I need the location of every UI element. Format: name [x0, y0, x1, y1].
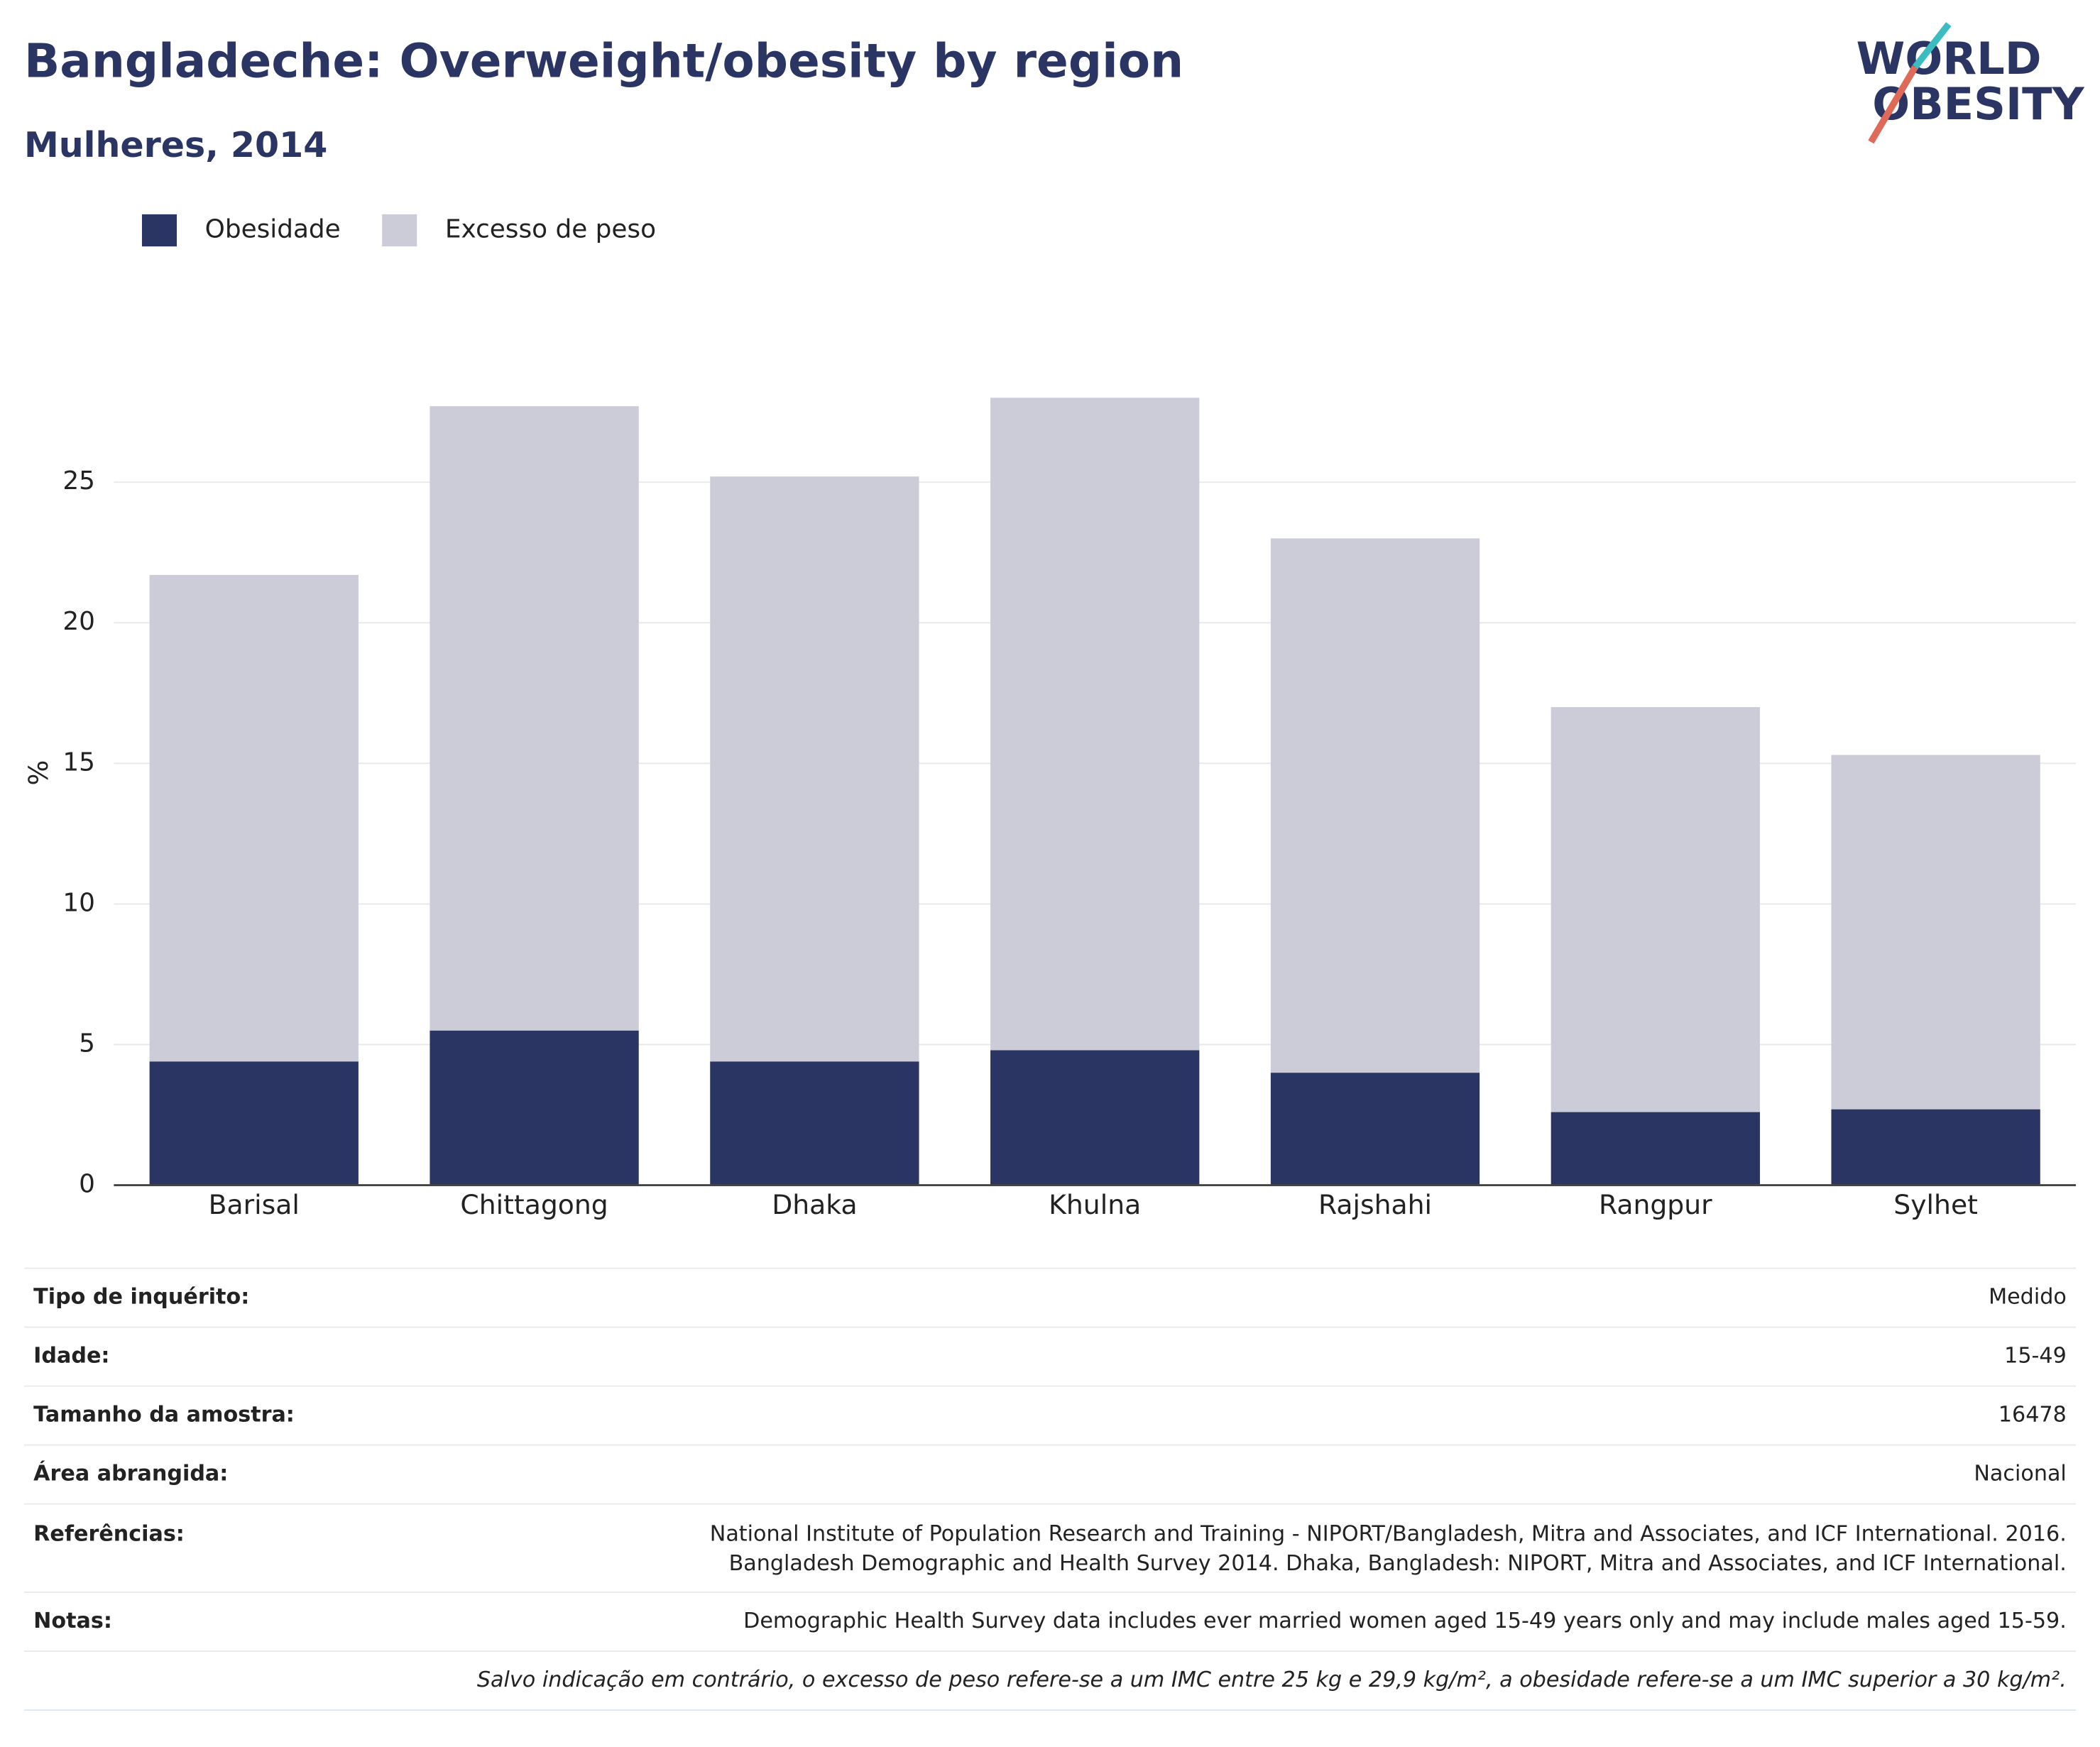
logo: WORLD OBESITY: [1856, 22, 2085, 144]
bar: [1270, 1073, 1480, 1185]
row-label: Idade:: [33, 1344, 109, 1369]
row-label: Referências:: [33, 1521, 185, 1546]
x-tick-label: Chittagong: [460, 1189, 608, 1220]
bar: [1831, 1109, 2040, 1185]
legend-label: Excesso de peso: [445, 215, 656, 244]
bar: [430, 1030, 639, 1185]
y-tick-label: 20: [62, 607, 95, 636]
y-tick-label: 5: [79, 1029, 95, 1058]
row-value: Nacional: [1974, 1462, 2067, 1486]
bar: [149, 1061, 359, 1185]
x-tick-label: Rajshahi: [1318, 1189, 1432, 1220]
bar: [990, 1050, 1200, 1185]
x-tick-label: Rangpur: [1599, 1189, 1712, 1220]
x-tick-label: Dhaka: [772, 1189, 857, 1220]
bar: [710, 1061, 919, 1185]
x-tick-label: Sylhet: [1893, 1189, 1978, 1220]
chart-subtitle: Mulheres, 2014: [24, 124, 327, 165]
row-label: Área abrangida:: [33, 1461, 228, 1486]
logo-slash: [1868, 65, 1918, 144]
row-label: Tamanho da amostra:: [33, 1403, 295, 1428]
y-tick-label: 0: [79, 1170, 95, 1199]
chart-title: Bangladeche: Overweight/obesity by regio…: [24, 34, 1183, 89]
row-value: 15-49: [2004, 1344, 2067, 1369]
logo-text: WORLD: [1856, 33, 2042, 84]
bar: [1270, 538, 1480, 1073]
row-value: Bangladesh Demographic and Health Survey…: [729, 1551, 2067, 1576]
row-value: Demographic Health Survey data includes …: [743, 1609, 2067, 1633]
bar: [710, 476, 919, 1062]
row-label: Notas:: [33, 1609, 112, 1633]
row-value: Salvo indicação em contrário, o excesso …: [477, 1667, 2067, 1692]
bar: [149, 574, 359, 1062]
legend-swatch: [141, 214, 177, 247]
bar: [1831, 755, 2040, 1110]
bar: [1551, 707, 1760, 1112]
y-tick-label: 25: [62, 466, 95, 495]
logo-slash: [1912, 22, 1952, 70]
y-axis-label: %: [23, 760, 54, 786]
bar: [990, 398, 1200, 1051]
bar: [1551, 1112, 1760, 1185]
logo-text: OBESITY: [1872, 78, 2084, 130]
row-label: Tipo de inquérito:: [33, 1285, 249, 1310]
row-value: Medido: [1989, 1285, 2067, 1310]
legend-swatch: [382, 214, 417, 247]
y-tick-label: 15: [62, 747, 95, 777]
row-value: 16478: [1998, 1403, 2067, 1428]
bar: [430, 406, 639, 1031]
y-tick-label: 10: [62, 888, 95, 917]
x-tick-label: Khulna: [1049, 1189, 1141, 1220]
row-value: National Institute of Population Researc…: [710, 1521, 2067, 1546]
x-tick-label: Barisal: [209, 1189, 300, 1220]
legend-label: Obesidade: [205, 215, 341, 244]
